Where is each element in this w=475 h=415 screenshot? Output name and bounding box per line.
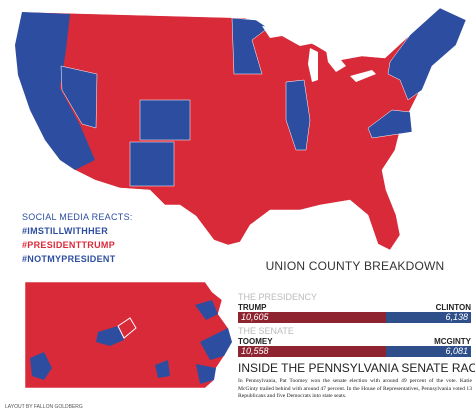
great-lakes [262,26,320,46]
blue-new-mexico [129,141,175,187]
great-lakes [308,48,318,82]
blue-segment [386,346,471,357]
blue-west-coast [15,12,95,170]
blue-virginia [367,109,413,139]
result-bar: 10,558 6,081 [238,346,471,357]
race-label: THE SENATE [238,326,294,336]
blue-illinois [285,79,311,151]
hashtag: #IMSTILLWITHHER [22,226,108,236]
candidate-name: CLINTON [435,303,471,312]
article-title: INSIDE THE PENNSYLVANIA SENATE RACE [238,361,475,375]
blue-colorado [139,99,191,141]
great-lakes [326,50,346,72]
great-lakes [350,70,376,82]
pa-highlight [117,317,137,339]
blue-northeast [387,7,467,101]
pa-map [24,281,233,389]
pa-blue [30,352,52,380]
red-segment [238,346,386,357]
pa-blue [96,326,124,346]
hashtag: #PRESIDENTTRUMP [22,240,116,250]
result-bar: 10,605 6,138 [238,312,471,323]
blue-nevada [60,65,98,129]
us-map [14,7,467,251]
candidate-name: TOOMEY [238,337,273,346]
vote-count: 6,138 [445,312,468,322]
vote-count: 10,558 [241,346,269,356]
pa-blue [155,360,170,378]
article-body: In Pennsylvania, Pat Toomey won the sena… [238,378,472,399]
blue-minnesota [231,17,269,75]
breakdown-title: UNION COUNTY BREAKDOWN [265,259,445,273]
pa-blue [200,328,232,360]
hashtag: #NOTMYPRESIDENT [22,254,116,264]
credit: LAYOUT BY FALLON GOLDBERG [5,404,83,410]
social-heading: SOCIAL MEDIA REACTS: [22,212,133,222]
blue-segment [386,312,471,323]
vote-count: 6,081 [445,346,468,356]
candidate-name: MCGINTY [434,337,471,346]
candidate-name: TRUMP [238,303,267,312]
red-segment [238,312,386,323]
race-label: THE PRESIDENCY [238,292,318,302]
pa-blue [195,300,218,320]
vote-count: 10,605 [241,312,269,322]
pa-blue [196,364,216,384]
us-red [14,7,467,251]
